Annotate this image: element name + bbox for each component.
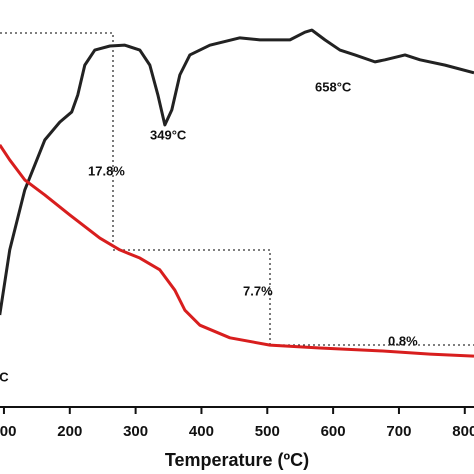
annotation: 349°C bbox=[150, 127, 187, 142]
x-axis-title: Temperature (ºC) bbox=[165, 450, 309, 470]
step-guide bbox=[0, 32, 474, 346]
x-tick-label: 400 bbox=[189, 423, 214, 440]
x-tick-label: 800 bbox=[452, 423, 474, 440]
annotation: 7.7% bbox=[243, 283, 273, 298]
x-tick-label: 100 bbox=[0, 423, 16, 440]
data-line bbox=[0, 144, 474, 358]
x-tick-label: 300 bbox=[123, 423, 148, 440]
annotation: °C bbox=[0, 369, 9, 384]
annotation: 17.8% bbox=[88, 163, 125, 178]
x-tick-label: 200 bbox=[57, 423, 82, 440]
annotation: 0.8% bbox=[388, 333, 418, 348]
x-tick-label: 600 bbox=[321, 423, 346, 440]
annotation: 658°C bbox=[315, 79, 352, 94]
data-line bbox=[0, 28, 474, 316]
x-tick-label: 700 bbox=[386, 423, 411, 440]
x-tick-label: 500 bbox=[255, 423, 280, 440]
